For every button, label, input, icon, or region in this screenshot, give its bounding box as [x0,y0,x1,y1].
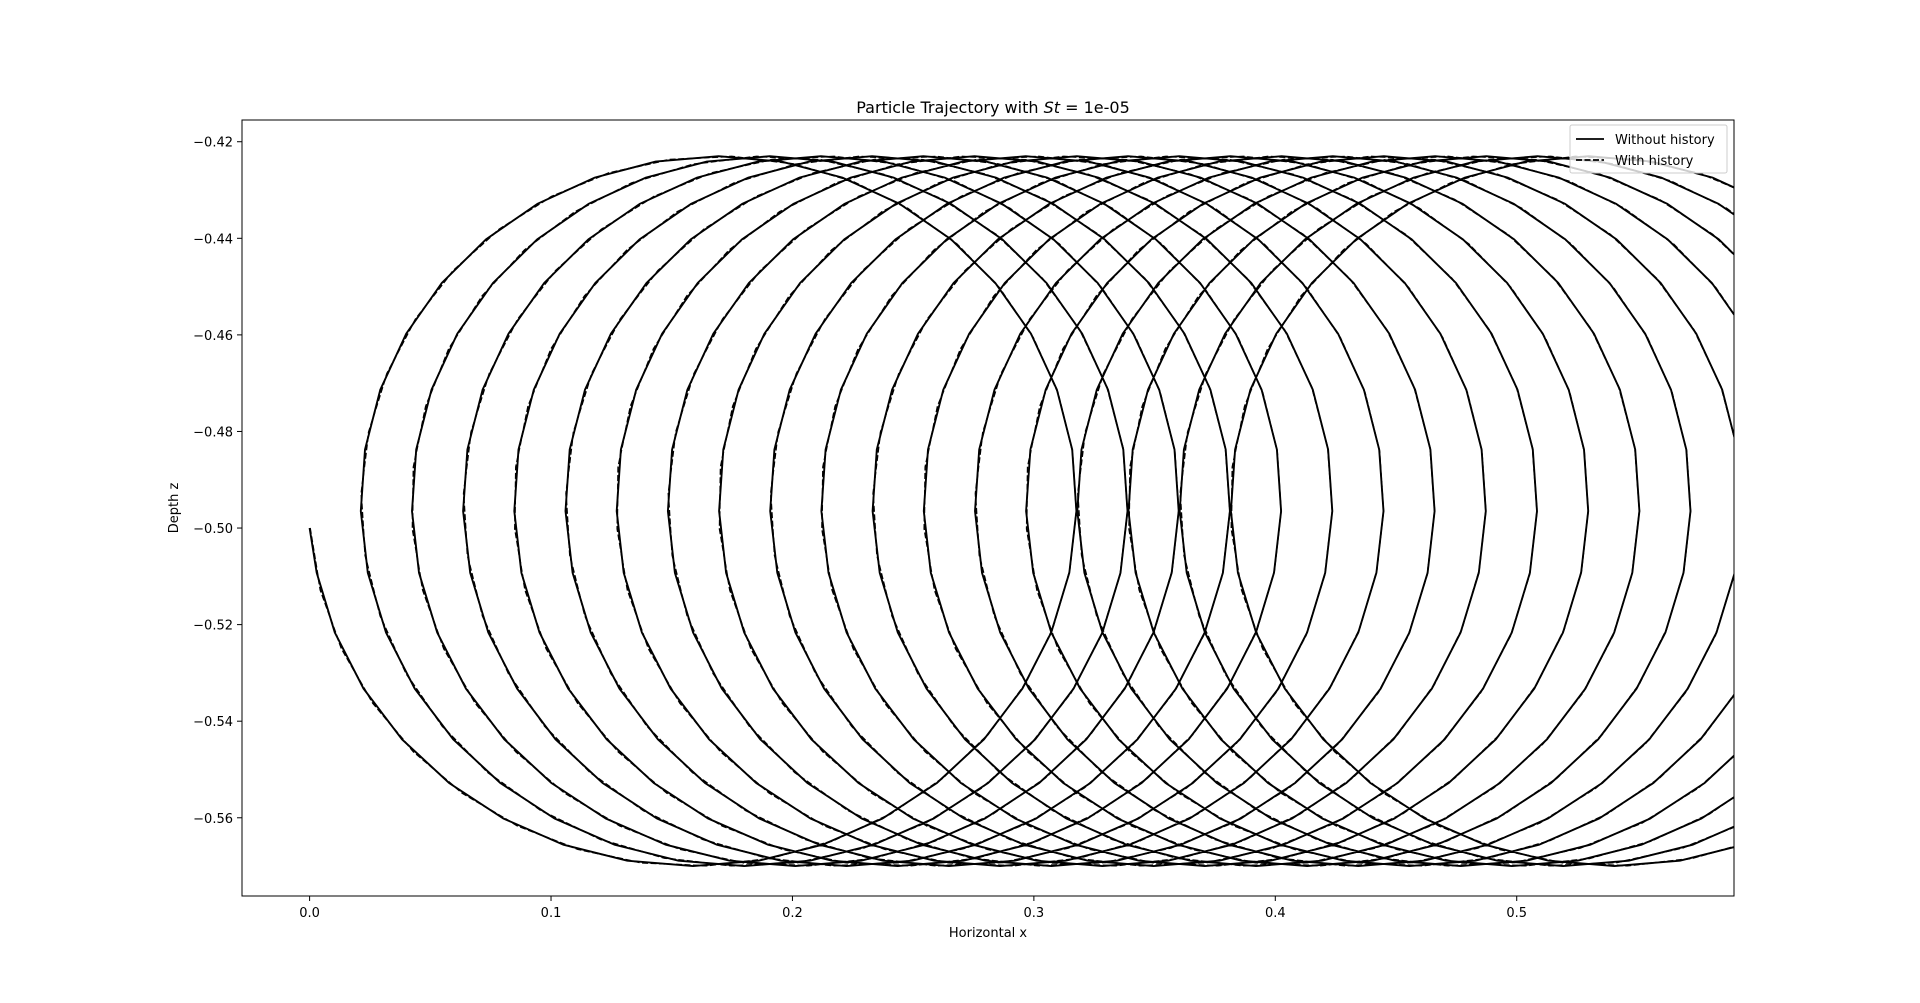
chart-title-prefix: Particle Trajectory with [856,98,1043,117]
x-tick-label: 0.5 [1506,906,1527,921]
plot-area-frame [241,119,1735,897]
legend: Without history With history [1569,124,1728,174]
x-tick-label: 0.3 [1024,906,1045,921]
y-tick-label: −0.46 [193,329,233,344]
x-axis-ticks: 0.0 0.1 0.2 0.3 0.4 0.5 [299,896,1527,921]
chart-title-suffix: = 1e-05 [1060,98,1130,117]
y-tick-label: −0.56 [193,812,233,827]
y-axis-label: Depth z [167,483,182,534]
chart-title: Particle Trajectory with St = 1e-05 [856,98,1130,117]
x-tick-label: 0.4 [1265,906,1286,921]
x-tick-label: 0.1 [541,906,562,921]
legend-label-with-history: With history [1615,154,1694,169]
y-tick-label: −0.48 [193,425,233,440]
y-tick-label: −0.44 [193,232,233,247]
x-tick-label: 0.2 [782,906,803,921]
x-tick-label: 0.0 [299,906,320,921]
y-tick-label: −0.52 [193,619,233,634]
x-axis-label: Horizontal x [949,926,1028,941]
y-tick-label: −0.54 [193,715,233,730]
y-axis-ticks: −0.42 −0.44 −0.46 −0.48 −0.50 −0.52 −0.54 −0.56 [193,136,242,827]
y-tick-label: −0.42 [193,136,233,151]
y-tick-label: −0.50 [193,522,233,537]
legend-box [1569,124,1728,174]
series-layer [308,155,1734,868]
chart-title-symbol: St [1044,98,1061,117]
legend-label-without-history: Without history [1615,133,1715,148]
